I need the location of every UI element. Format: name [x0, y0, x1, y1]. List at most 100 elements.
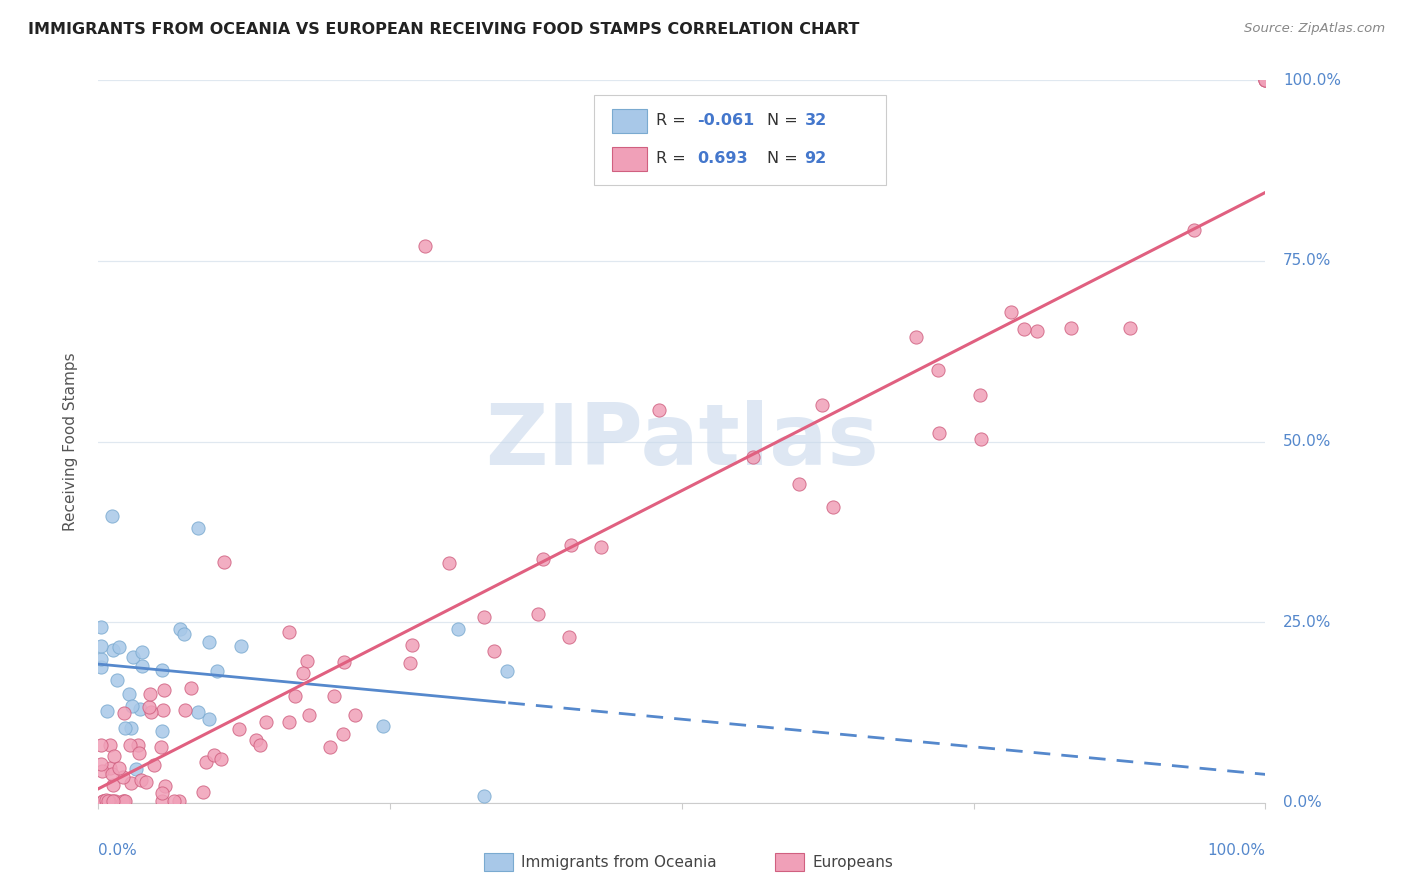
Point: [1254, 73, 1277, 87]
FancyBboxPatch shape: [612, 147, 647, 170]
Point: [229, 640, 252, 654]
Point: [212, 555, 235, 569]
Point: [207, 664, 229, 678]
Point: [139, 688, 162, 702]
Point: [905, 330, 928, 344]
Point: [928, 426, 950, 441]
Point: [90, 757, 112, 772]
Point: [278, 625, 301, 640]
Point: [90, 659, 112, 673]
Point: [122, 650, 145, 665]
Point: [150, 786, 173, 800]
Text: 92: 92: [804, 151, 827, 166]
Point: [103, 749, 125, 764]
Point: [187, 705, 209, 719]
Point: [167, 794, 190, 808]
Point: [1182, 222, 1205, 236]
Point: [90, 651, 112, 665]
Point: [114, 721, 136, 735]
Point: [1254, 73, 1277, 87]
Point: [129, 773, 152, 788]
Point: [112, 706, 135, 720]
Point: [153, 779, 176, 793]
Point: [138, 700, 160, 714]
Point: [198, 712, 221, 726]
Text: ZIPatlas: ZIPatlas: [485, 400, 879, 483]
Point: [187, 521, 209, 535]
Text: IMMIGRANTS FROM OCEANIA VS EUROPEAN RECEIVING FOOD STAMPS CORRELATION CHART: IMMIGRANTS FROM OCEANIA VS EUROPEAN RECE…: [28, 22, 859, 37]
Point: [150, 663, 173, 677]
Point: [323, 689, 346, 703]
Point: [108, 761, 131, 775]
Point: [319, 739, 342, 754]
Text: Source: ZipAtlas.com: Source: ZipAtlas.com: [1244, 22, 1385, 36]
Point: [197, 635, 219, 649]
Point: [558, 630, 581, 644]
Point: [245, 733, 267, 747]
Text: 0.693: 0.693: [697, 151, 748, 166]
Point: [96, 794, 118, 808]
Point: [120, 775, 142, 789]
Text: 100.0%: 100.0%: [1282, 73, 1341, 87]
Point: [823, 500, 845, 514]
Text: 0.0%: 0.0%: [98, 843, 138, 857]
Point: [371, 719, 394, 733]
FancyBboxPatch shape: [612, 109, 647, 133]
Point: [118, 688, 141, 702]
Point: [131, 659, 153, 673]
Point: [90, 738, 112, 752]
Point: [124, 762, 146, 776]
Point: [284, 689, 307, 703]
Point: [142, 757, 165, 772]
FancyBboxPatch shape: [775, 854, 804, 871]
Point: [139, 706, 162, 720]
Point: [969, 388, 991, 402]
Point: [295, 655, 318, 669]
Point: [169, 622, 191, 636]
FancyBboxPatch shape: [595, 95, 886, 185]
Point: [256, 714, 278, 729]
Point: [105, 673, 128, 687]
Point: [150, 794, 173, 808]
Point: [135, 774, 157, 789]
Point: [91, 794, 114, 808]
Point: [332, 726, 354, 740]
Text: 100.0%: 100.0%: [1208, 843, 1265, 857]
Point: [97, 794, 120, 808]
Point: [101, 508, 124, 523]
Text: Europeans: Europeans: [813, 855, 893, 870]
Point: [90, 620, 112, 634]
Text: N =: N =: [768, 151, 803, 166]
Point: [343, 707, 366, 722]
Point: [128, 702, 150, 716]
Text: 50.0%: 50.0%: [1282, 434, 1331, 449]
Point: [249, 739, 271, 753]
Point: [209, 752, 232, 766]
Point: [811, 398, 834, 412]
Text: 75.0%: 75.0%: [1282, 253, 1331, 268]
Point: [202, 748, 225, 763]
Point: [101, 643, 124, 657]
Point: [98, 738, 121, 752]
Point: [94, 793, 117, 807]
Point: [120, 721, 142, 735]
Point: [163, 794, 186, 808]
Point: [531, 551, 554, 566]
Text: -0.061: -0.061: [697, 113, 755, 128]
Point: [927, 363, 949, 377]
Point: [332, 655, 354, 669]
Point: [128, 746, 150, 760]
Point: [96, 704, 118, 718]
Point: [114, 794, 136, 808]
Point: [152, 703, 174, 717]
Point: [1000, 304, 1022, 318]
Point: [970, 433, 993, 447]
Point: [104, 794, 127, 808]
Text: R =: R =: [657, 113, 692, 128]
Point: [173, 627, 195, 641]
Point: [277, 715, 299, 730]
Point: [90, 764, 112, 778]
Point: [446, 622, 468, 636]
Point: [195, 755, 218, 769]
Text: 0.0%: 0.0%: [1282, 796, 1322, 810]
